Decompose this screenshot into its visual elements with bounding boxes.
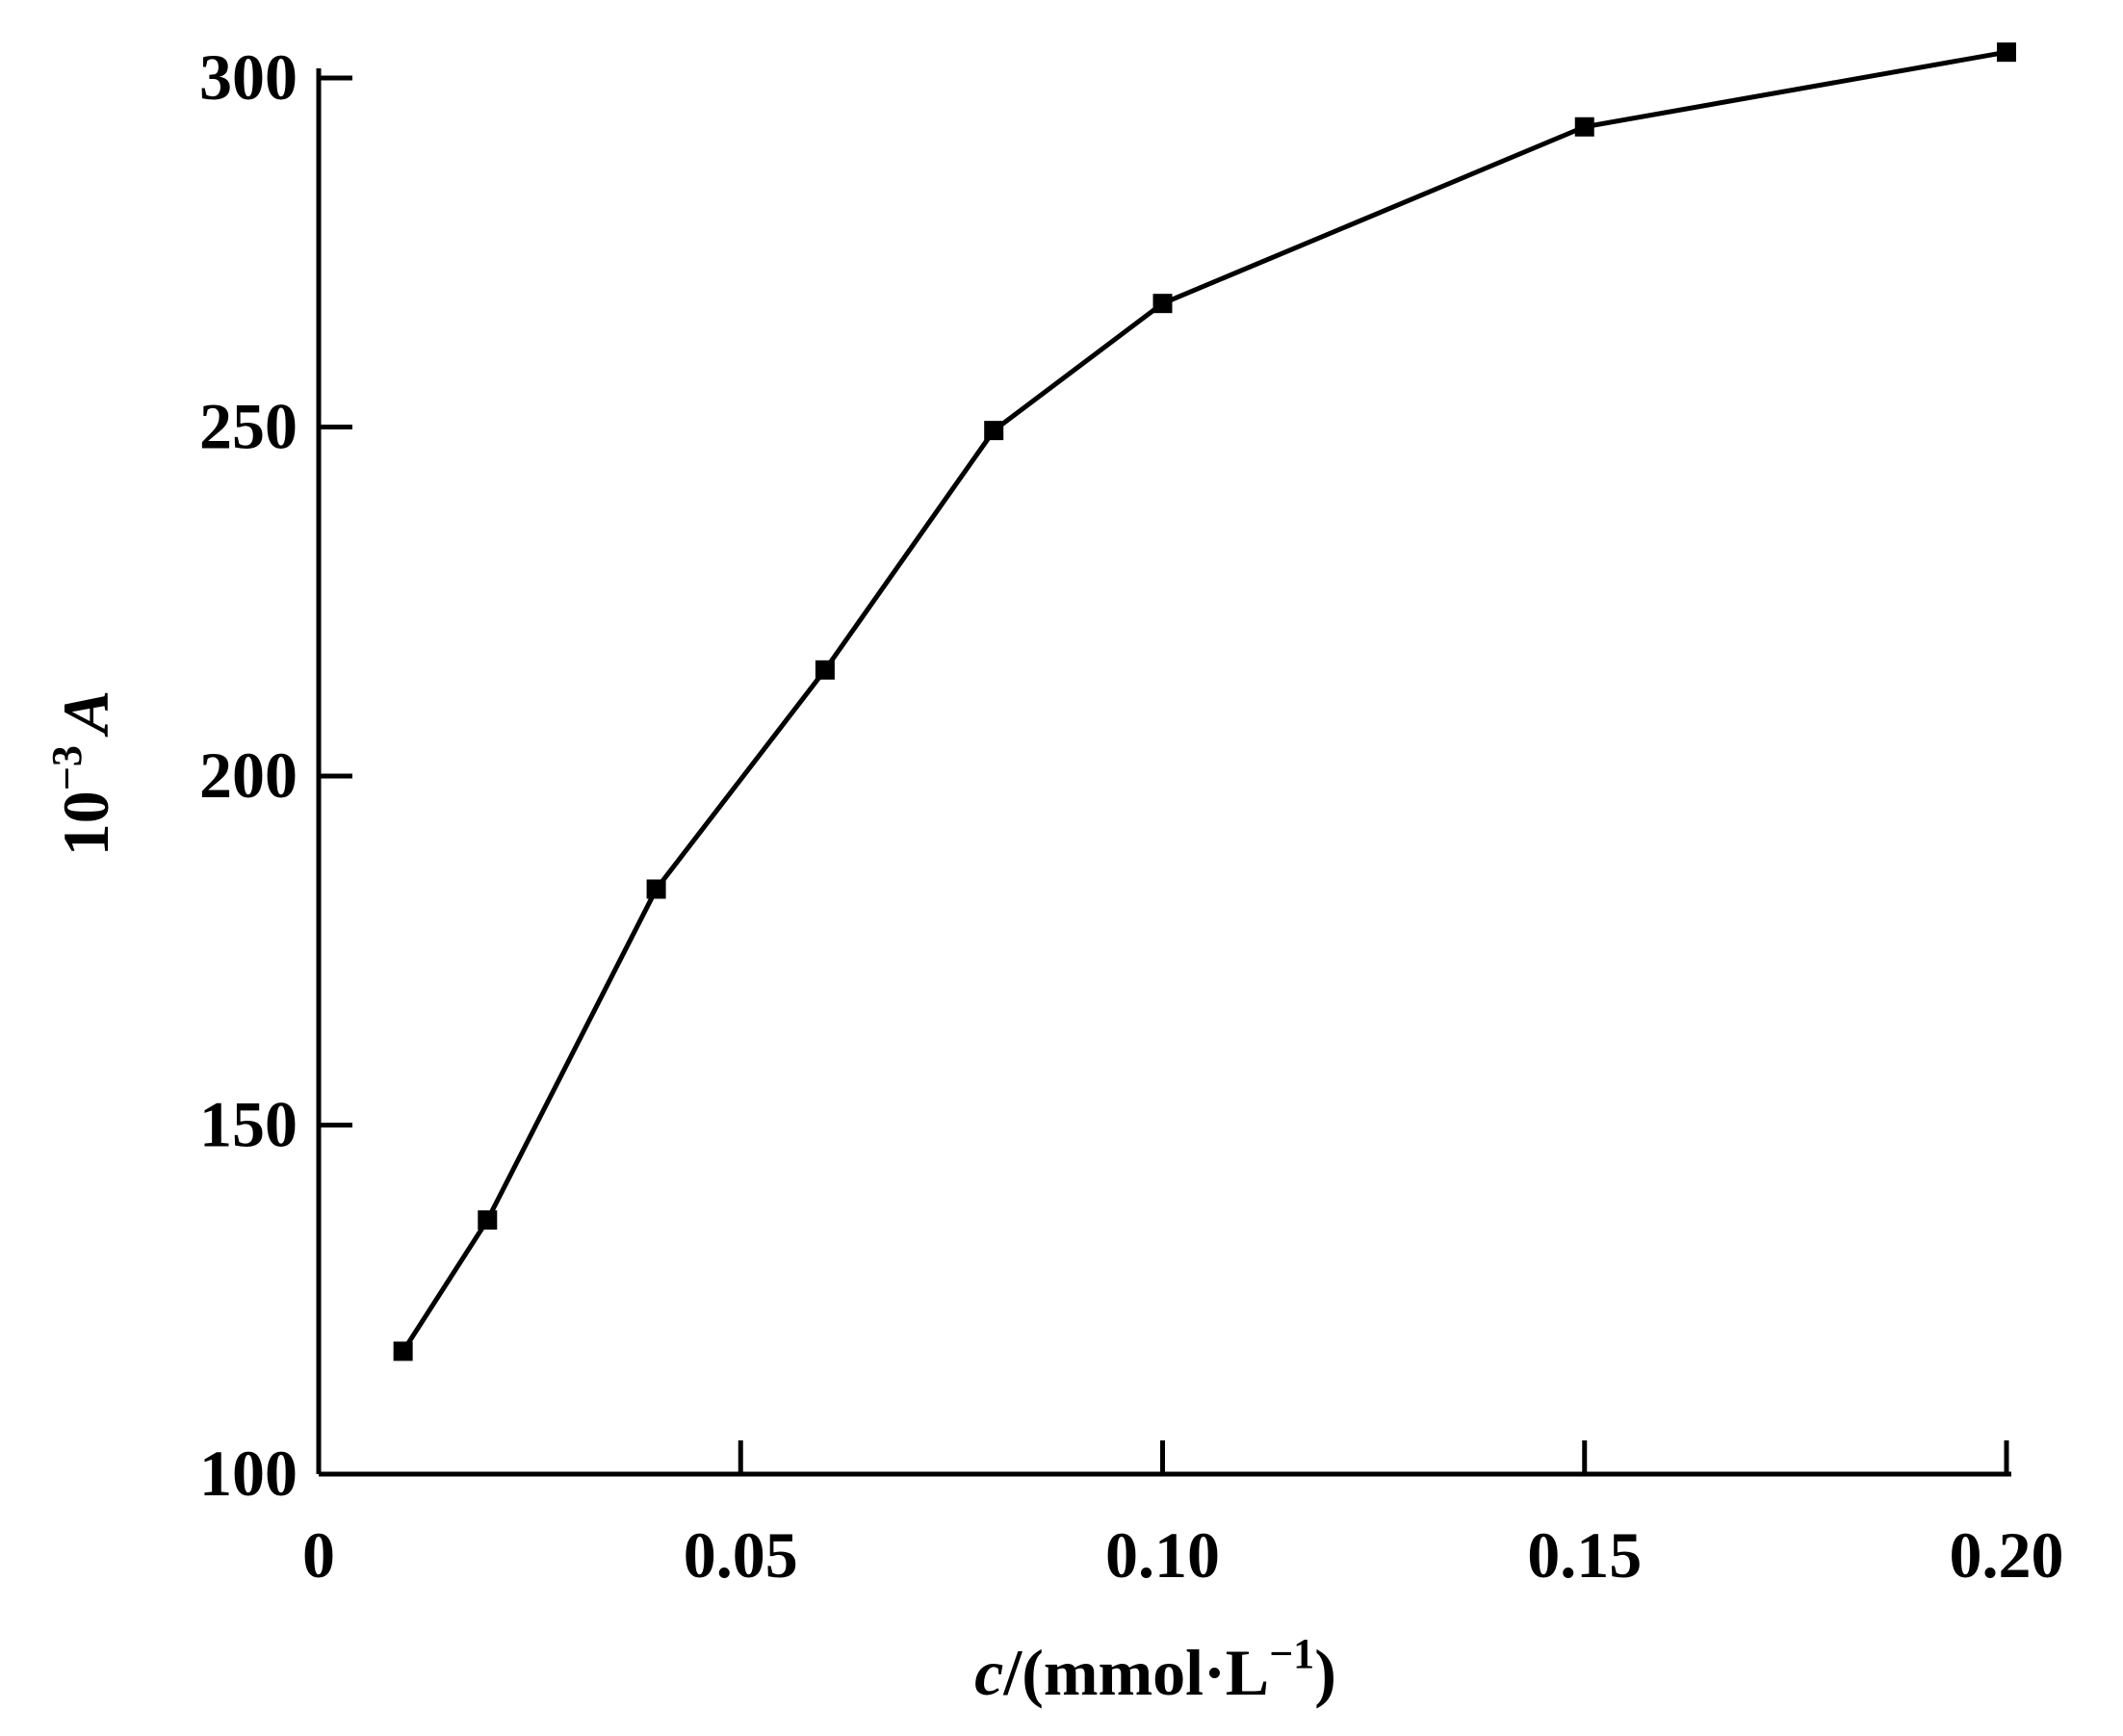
axes: 100 150 200 250 300 0 0.05 0.10 0.15 0.20 bbox=[199, 40, 2064, 1592]
y-axis-label: 10−3A bbox=[43, 690, 122, 856]
y-tick-label: 100 bbox=[199, 1437, 298, 1510]
x-tick-label: 0.15 bbox=[1527, 1518, 1642, 1592]
x-axis-label: c/(mmol·L−1) bbox=[974, 1630, 1336, 1709]
series-line bbox=[401, 49, 2007, 1353]
data-point bbox=[815, 660, 835, 680]
y-tick-label: 150 bbox=[199, 1088, 298, 1161]
y-tick-label: 300 bbox=[199, 40, 298, 114]
data-point bbox=[393, 1341, 413, 1361]
data-point bbox=[984, 421, 1004, 441]
series bbox=[393, 42, 2016, 1361]
x-tick-label: 0.20 bbox=[1950, 1518, 2064, 1592]
y-tick-label: 250 bbox=[199, 390, 298, 463]
data-point bbox=[1574, 117, 1594, 137]
x-tick-label: 0 bbox=[302, 1518, 335, 1592]
data-point bbox=[478, 1210, 498, 1231]
x-tick-label: 0.10 bbox=[1105, 1518, 1220, 1592]
data-point bbox=[646, 879, 666, 899]
data-point bbox=[1152, 294, 1173, 314]
y-tick-label: 200 bbox=[199, 738, 298, 812]
data-point bbox=[1997, 42, 2016, 63]
x-tick-label: 0.05 bbox=[684, 1518, 798, 1592]
